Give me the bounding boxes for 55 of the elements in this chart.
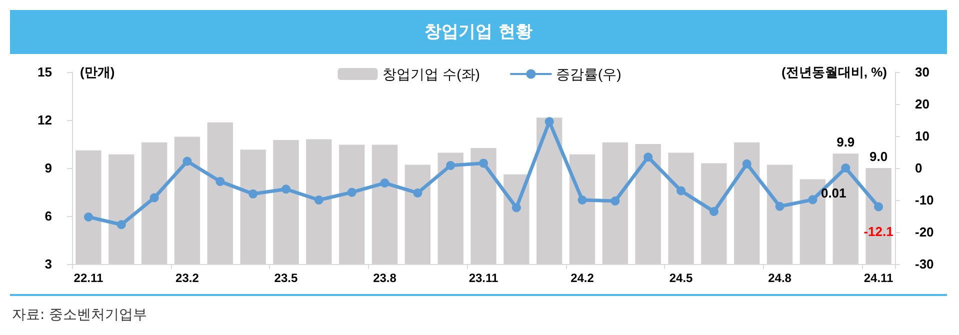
point [775,202,784,211]
point [116,220,126,230]
y-tick-label: 15 [38,64,52,80]
point [380,178,390,188]
point [248,189,258,198]
y2-tick-label: -30 [915,256,934,272]
point [644,152,653,162]
point [314,196,324,204]
x-tick-label: 24.5 [669,271,694,285]
y2-tick-label: 20 [915,96,930,112]
y2-tick-label: 0 [915,160,922,176]
point [874,202,884,212]
point [578,196,587,204]
y2-tick-label: 30 [915,64,930,80]
y-axis-title: (만개) [80,64,115,80]
x-tick-label: 23.5 [274,271,298,285]
point [808,195,818,204]
point [446,160,456,170]
point [413,188,422,198]
point [512,203,521,212]
point [216,176,225,186]
y2-tick-label: -10 [915,192,934,208]
y2-tick-label: -20 [915,224,934,240]
data-label: 0.01 [820,185,846,200]
point [150,193,159,202]
point [709,207,718,216]
y-tick-label: 3 [44,256,52,272]
point [841,163,850,172]
point [182,156,192,166]
legend-label: 창업기업 수(좌) [382,66,480,82]
point [676,186,686,196]
x-tick-label: 24.8 [768,271,792,285]
y-tick-label: 6 [44,208,52,224]
x-tick-label: 23.2 [176,271,200,285]
data-label: -12.1 [864,224,894,240]
x-tick-label: 24.2 [570,271,594,285]
y-tick-label: 9 [44,160,52,176]
point [610,196,620,206]
y-tick-label: 12 [38,112,52,128]
x-tick-label: 24.11 [864,271,894,285]
chart-title: 창업기업 현황 [10,10,947,54]
x-tick-label: 23.8 [373,271,397,285]
point [742,159,752,168]
legend-label: 증감률(우) [556,66,622,82]
x-tick-label: 23.11 [468,271,499,285]
y2-axis-title: (전년동월대비, %) [782,64,887,80]
text: 자료: 중소벤처기업부 [12,306,148,324]
point [347,188,356,197]
point [479,158,488,168]
x-tick-label: 22.11 [74,271,104,285]
y2-tick-label: 10 [915,128,930,144]
point [281,184,290,194]
data-label: 9.9 [836,134,855,150]
data-label: 9.0 [870,149,888,164]
point [84,212,93,222]
